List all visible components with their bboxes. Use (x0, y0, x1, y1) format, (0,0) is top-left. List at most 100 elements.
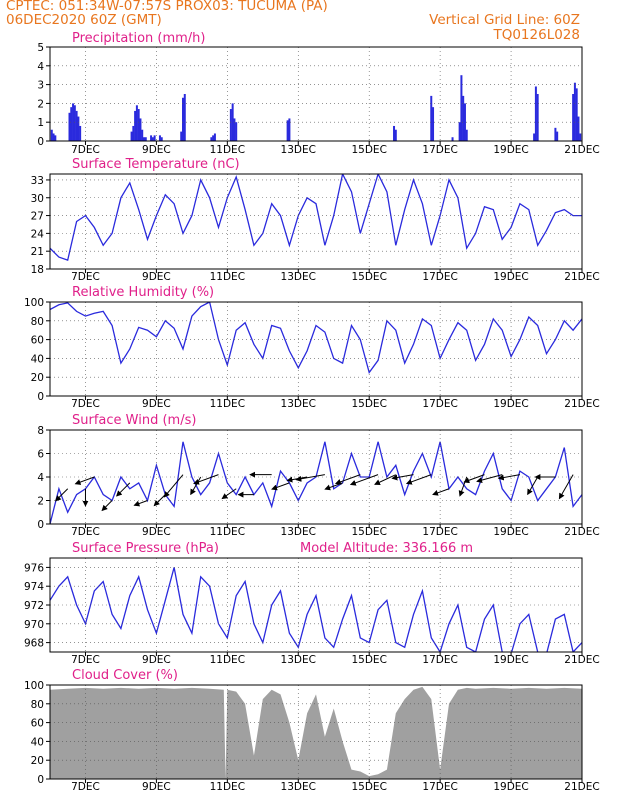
precip-bar (158, 135, 161, 141)
wind-arrow (391, 474, 414, 481)
y-tick-label: 0 (37, 519, 44, 531)
precip-bar (134, 110, 137, 141)
y-tick-label: 0 (37, 774, 44, 786)
rh-line (50, 302, 582, 374)
y-tick-label: 3 (37, 80, 44, 92)
pres-series (50, 567, 582, 652)
panel-pres: 968 970 972 974 976 7DEC 9DEC 11DEC 13DEC 15DEC 17… (24, 541, 600, 666)
panel-precip: 0 1 2 3 4 5 7DEC 9DEC 11DEC 13DEC 15DEC 17DEC 19DEC 2… (37, 31, 599, 156)
wind-arrow (193, 474, 219, 485)
precip-bar (160, 137, 163, 141)
x-tick-label: 15DEC (351, 144, 386, 156)
panel-cloud: 0 20 40 60 80 100 7DEC 9DEC 11DEC 13DEC 15DEC 17DEC… (24, 668, 600, 793)
precip-bar (534, 86, 537, 141)
x-tick-label: 11DEC (210, 526, 245, 538)
y-tick-label: 970 (24, 619, 44, 631)
precip-bar (462, 95, 465, 141)
precip-bar (573, 82, 576, 141)
panel-rh: 0 20 40 60 80 100 7DEC 9DEC 11DEC 13DEC 15DEC 17DEC… (24, 285, 600, 410)
precip-bar (231, 103, 234, 141)
header: CPTEC: 051:34W-07:57S PROX03: TUCUMA (PA… (0, 0, 618, 48)
x-tick-label: 13DEC (281, 781, 316, 793)
x-tick-label: 19DEC (493, 526, 528, 538)
wind-arrow (349, 474, 379, 486)
x-tick-label: 21DEC (564, 654, 599, 666)
x-tick-label: 11DEC (210, 654, 245, 666)
x-tick-label: 7DEC (71, 398, 100, 410)
panel-frame (49, 173, 583, 270)
x-tick-label: 15DEC (351, 398, 386, 410)
x-tick-label: 17DEC (422, 271, 457, 283)
y-tick-label: 60 (31, 718, 44, 730)
temp-line (50, 174, 582, 261)
x-tick-label: 19DEC (493, 398, 528, 410)
precip-bar (288, 118, 291, 141)
y-tick-label: 4 (37, 61, 44, 73)
precip-bar (465, 129, 468, 141)
y-tick-label: 1 (37, 117, 44, 129)
y-tick-label: 20 (31, 755, 44, 767)
precip-bar (50, 129, 53, 141)
wind-arrow (133, 500, 148, 507)
x-tick-label: 7DEC (71, 781, 100, 793)
panel-frame (49, 301, 583, 397)
precip-bar (430, 95, 433, 141)
panel-temp: 18 21 24 27 30 33 7DEC 9DEC 11DEC 13DEC 15DEC 17DEC… (31, 157, 600, 283)
precip-bar (150, 135, 153, 141)
precip-bar (556, 131, 559, 141)
precip-bar (286, 120, 289, 141)
x-tick-label: 11DEC (210, 144, 245, 156)
wind-arrow (153, 494, 166, 507)
precip-bar (451, 137, 454, 141)
precip-bar (68, 112, 71, 141)
x-tick-label: 21DEC (564, 271, 599, 283)
wind-arrow (405, 474, 432, 485)
wind-arrow (221, 488, 237, 500)
y-tick-label: 80 (31, 316, 44, 328)
x-tick-label: 21DEC (564, 398, 599, 410)
y-tick-label: 27 (31, 211, 44, 223)
precip-bar (460, 75, 463, 141)
precip-bar (533, 133, 536, 141)
x-tick-label: 19DEC (493, 781, 528, 793)
x-tick-label: 9DEC (142, 144, 171, 156)
x-tick-label: 21DEC (564, 144, 599, 156)
y-tick-label: 100 (24, 297, 44, 309)
y-tick-label: 976 (24, 562, 44, 574)
precip-bar (183, 94, 186, 141)
rh-series (50, 302, 582, 374)
wind-arrow (116, 482, 131, 497)
x-tick-label: 15DEC (351, 271, 386, 283)
model-altitude-label: Model Altitude: 336.166 m (300, 541, 473, 556)
x-tick-label: 13DEC (281, 398, 316, 410)
x-tick-label: 17DEC (422, 654, 457, 666)
panel-wind: 0 2 4 6 8 7DEC 9DEC 11DEC 13DEC 15DEC 17DEC 19DEC 21… (37, 413, 599, 538)
precip-bar (180, 131, 183, 141)
y-tick-label: 80 (31, 699, 44, 711)
x-tick-label: 13DEC (281, 144, 316, 156)
precip-bar (575, 88, 578, 141)
y-tick-label: 2 (37, 98, 44, 110)
x-tick-label: 17DEC (422, 526, 457, 538)
precip-bar (77, 116, 80, 141)
pres-title: Surface Pressure (hPa) (72, 541, 219, 556)
x-tick-label: 17DEC (422, 781, 457, 793)
precip-bar (70, 107, 73, 141)
temp-title: Surface Temperature (nC) (72, 157, 240, 172)
cloud-area (50, 686, 582, 779)
x-tick-label: 21DEC (564, 781, 599, 793)
precip-bar (153, 135, 156, 141)
cloud-series (50, 686, 582, 779)
y-tick-label: 5 (37, 42, 44, 54)
y-tick-label: 40 (31, 353, 44, 365)
precip-bar (212, 135, 215, 141)
x-tick-label: 11DEC (210, 398, 245, 410)
precip-bar (463, 103, 466, 141)
precip-bar (139, 118, 142, 141)
wind-arrow (497, 474, 521, 481)
precip-bar (393, 125, 396, 141)
precip-bar (130, 131, 133, 141)
wind-arrow (101, 500, 113, 512)
x-tick-label: 9DEC (142, 781, 171, 793)
precip-bar (577, 116, 580, 141)
